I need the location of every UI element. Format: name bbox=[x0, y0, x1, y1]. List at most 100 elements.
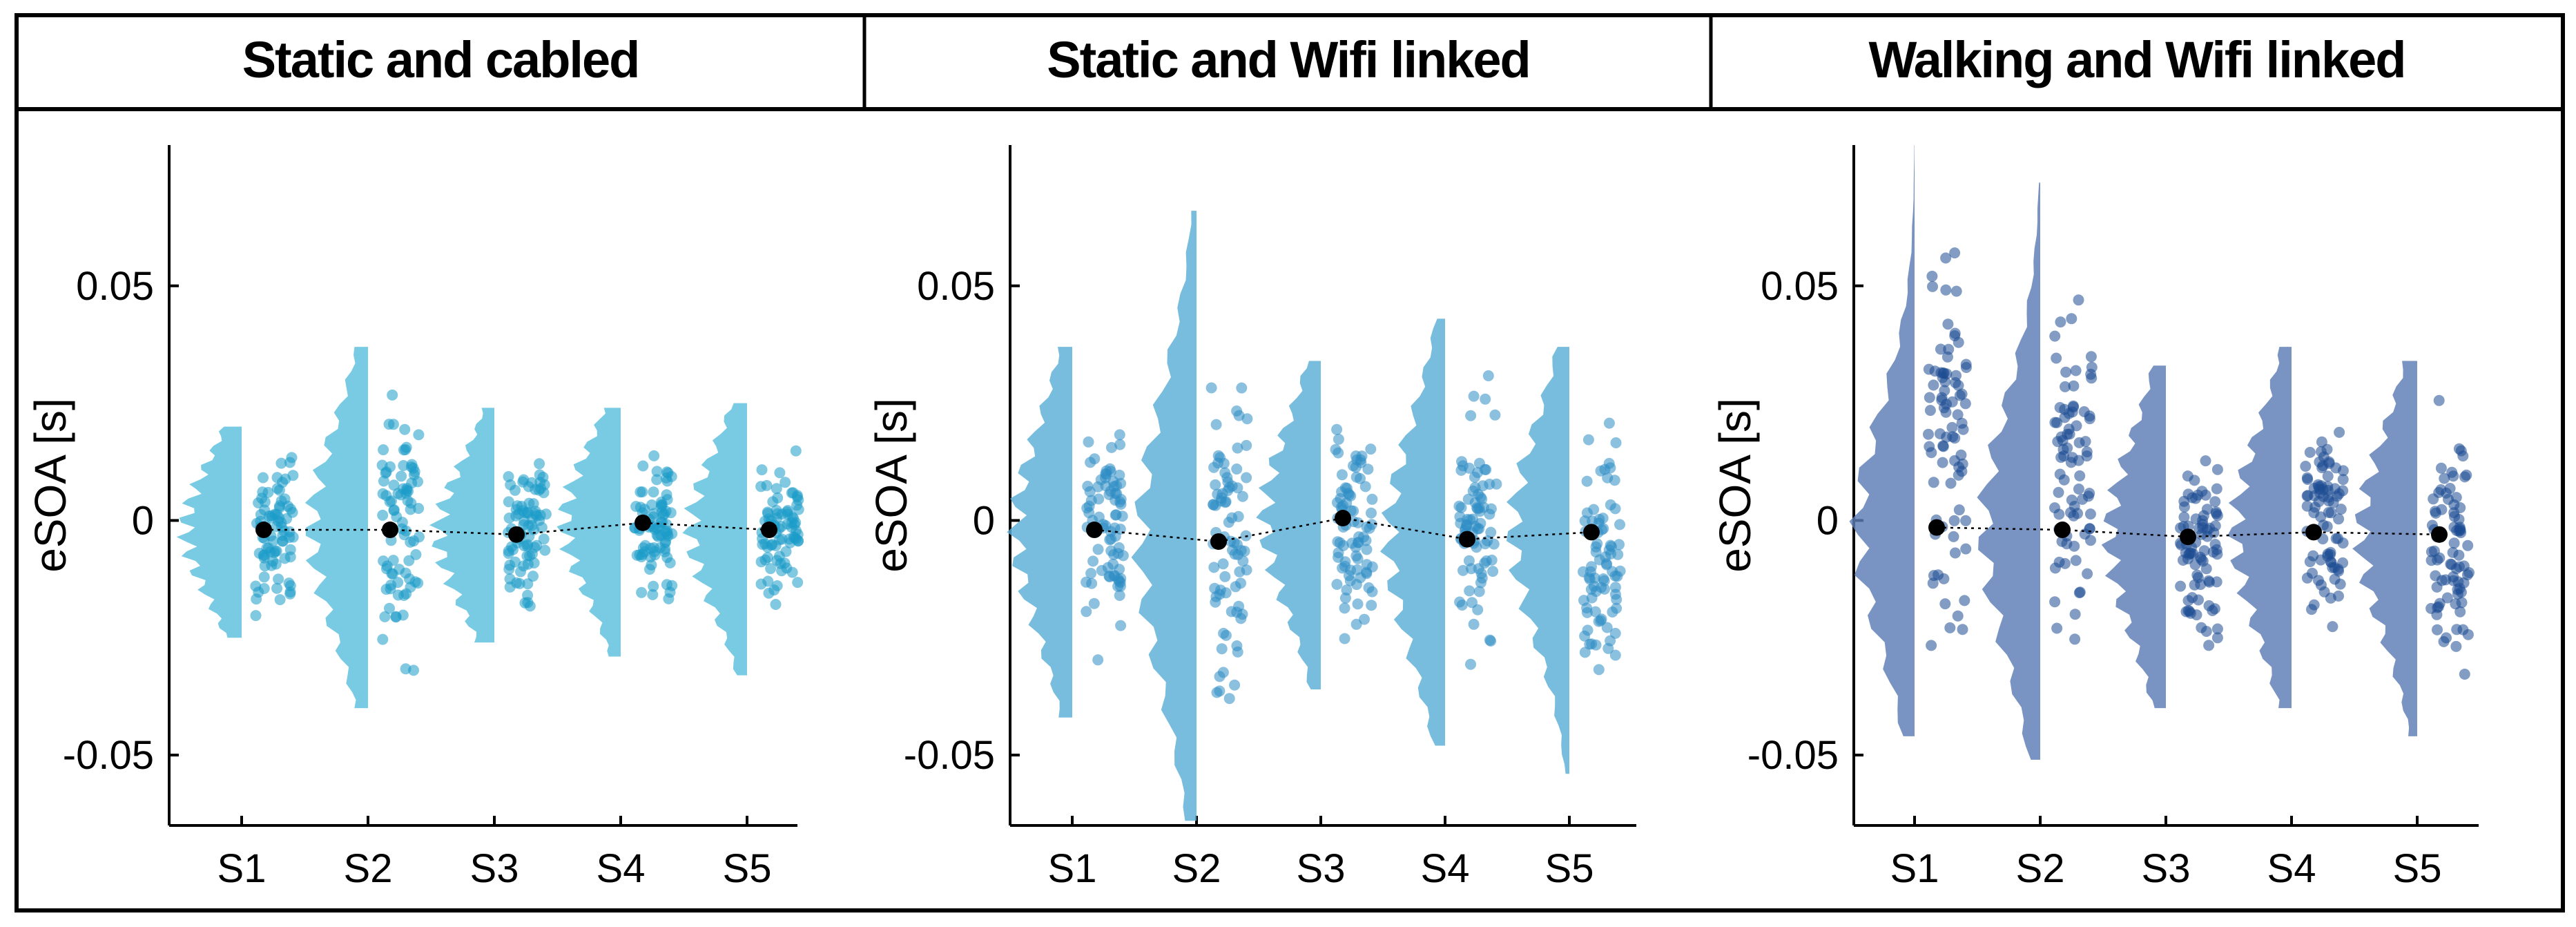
data-point bbox=[1926, 270, 1938, 282]
data-point bbox=[1936, 394, 1948, 406]
data-point bbox=[403, 486, 414, 497]
data-point bbox=[287, 531, 299, 543]
y-tick-label: 0 bbox=[132, 498, 154, 543]
violin-cloud bbox=[1506, 347, 1569, 774]
data-point bbox=[1364, 522, 1375, 534]
data-point bbox=[2082, 568, 2093, 580]
data-point bbox=[1595, 615, 1607, 627]
data-point bbox=[1491, 478, 1502, 490]
data-point bbox=[1482, 370, 1494, 381]
data-point bbox=[2069, 633, 2081, 645]
data-point bbox=[2180, 606, 2192, 618]
data-point bbox=[1487, 566, 1499, 577]
data-point bbox=[1352, 598, 1364, 610]
data-point bbox=[1946, 396, 1958, 408]
y-tick-label: -0.05 bbox=[904, 733, 995, 778]
data-point bbox=[2054, 402, 2066, 413]
data-point bbox=[1088, 598, 1100, 609]
data-point bbox=[2069, 609, 2081, 620]
violin-cloud bbox=[1007, 347, 1072, 718]
panel-title-1: Static and cabled bbox=[242, 31, 639, 88]
data-point bbox=[539, 544, 551, 556]
data-point bbox=[387, 389, 398, 401]
data-point bbox=[2330, 462, 2342, 474]
data-point bbox=[2211, 483, 2222, 495]
data-point bbox=[274, 594, 286, 606]
data-point bbox=[2070, 555, 2082, 566]
data-point bbox=[1959, 398, 1971, 410]
data-point bbox=[2061, 538, 2073, 550]
violin-cloud bbox=[1379, 318, 1445, 746]
data-point bbox=[2301, 500, 2313, 512]
panel-title-2: Static and Wifi linked bbox=[1047, 31, 1530, 88]
data-point bbox=[2430, 570, 2441, 582]
data-point bbox=[2334, 426, 2345, 438]
data-point bbox=[2452, 584, 2463, 595]
data-point bbox=[409, 576, 421, 588]
data-point bbox=[2203, 640, 2215, 651]
data-point bbox=[405, 497, 417, 509]
data-point bbox=[377, 509, 389, 521]
data-point bbox=[792, 577, 804, 589]
data-point bbox=[1462, 513, 1473, 525]
data-point bbox=[646, 559, 657, 571]
median-marker bbox=[2054, 522, 2071, 539]
data-point bbox=[2084, 488, 2095, 499]
data-point bbox=[1614, 539, 1625, 551]
data-point bbox=[257, 486, 269, 498]
data-point bbox=[526, 477, 538, 488]
data-point bbox=[1214, 671, 1226, 682]
data-point bbox=[664, 557, 676, 568]
data-point bbox=[765, 563, 777, 575]
data-point bbox=[2207, 546, 2219, 558]
data-point bbox=[1601, 622, 1613, 633]
x-tick-label: S5 bbox=[2393, 846, 2442, 891]
data-point bbox=[792, 535, 804, 547]
y-tick-label: -0.05 bbox=[1747, 733, 1839, 778]
data-point bbox=[1219, 571, 1231, 582]
data-point bbox=[1598, 575, 1610, 586]
data-point bbox=[2086, 361, 2098, 373]
data-point bbox=[2065, 507, 2076, 518]
data-point bbox=[2432, 624, 2443, 635]
data-point bbox=[2182, 470, 2194, 482]
data-point bbox=[377, 633, 389, 645]
data-point bbox=[527, 571, 539, 582]
data-point bbox=[2070, 365, 2082, 376]
data-point bbox=[1946, 421, 1958, 433]
data-point bbox=[2462, 539, 2474, 551]
data-point bbox=[1924, 405, 1936, 417]
data-point bbox=[1232, 646, 1243, 658]
data-point bbox=[2451, 525, 2463, 536]
data-point bbox=[1334, 537, 1346, 548]
data-point bbox=[755, 556, 767, 568]
data-point bbox=[1114, 590, 1125, 601]
data-point bbox=[527, 498, 539, 510]
data-point bbox=[1341, 482, 1353, 494]
violin-cloud bbox=[556, 408, 621, 657]
data-point bbox=[1602, 472, 1614, 484]
data-point bbox=[1454, 596, 1466, 608]
data-point bbox=[413, 429, 425, 441]
data-point bbox=[1593, 664, 1605, 676]
data-point bbox=[2060, 381, 2071, 392]
data-point bbox=[400, 441, 412, 453]
y-tick-label: -0.05 bbox=[63, 733, 154, 778]
data-point bbox=[1101, 468, 1112, 480]
data-point bbox=[267, 555, 279, 567]
data-point bbox=[767, 496, 779, 508]
data-point bbox=[648, 450, 660, 461]
data-point bbox=[1959, 595, 1970, 606]
median-marker bbox=[255, 522, 272, 539]
data-point bbox=[1241, 413, 1253, 425]
data-point bbox=[2049, 330, 2061, 342]
data-point bbox=[1241, 439, 1252, 451]
data-point bbox=[652, 531, 664, 542]
data-point bbox=[1942, 318, 1954, 330]
data-point bbox=[1331, 423, 1343, 435]
data-point bbox=[651, 466, 663, 477]
y-axis-label: eSOA [s] bbox=[26, 398, 75, 573]
data-point bbox=[1586, 561, 1597, 573]
raincloud-panel-static-wifi: 0.05 0 -0.05 eSOA [s] S1 S2 S3 S4 S5 bbox=[866, 145, 1636, 891]
